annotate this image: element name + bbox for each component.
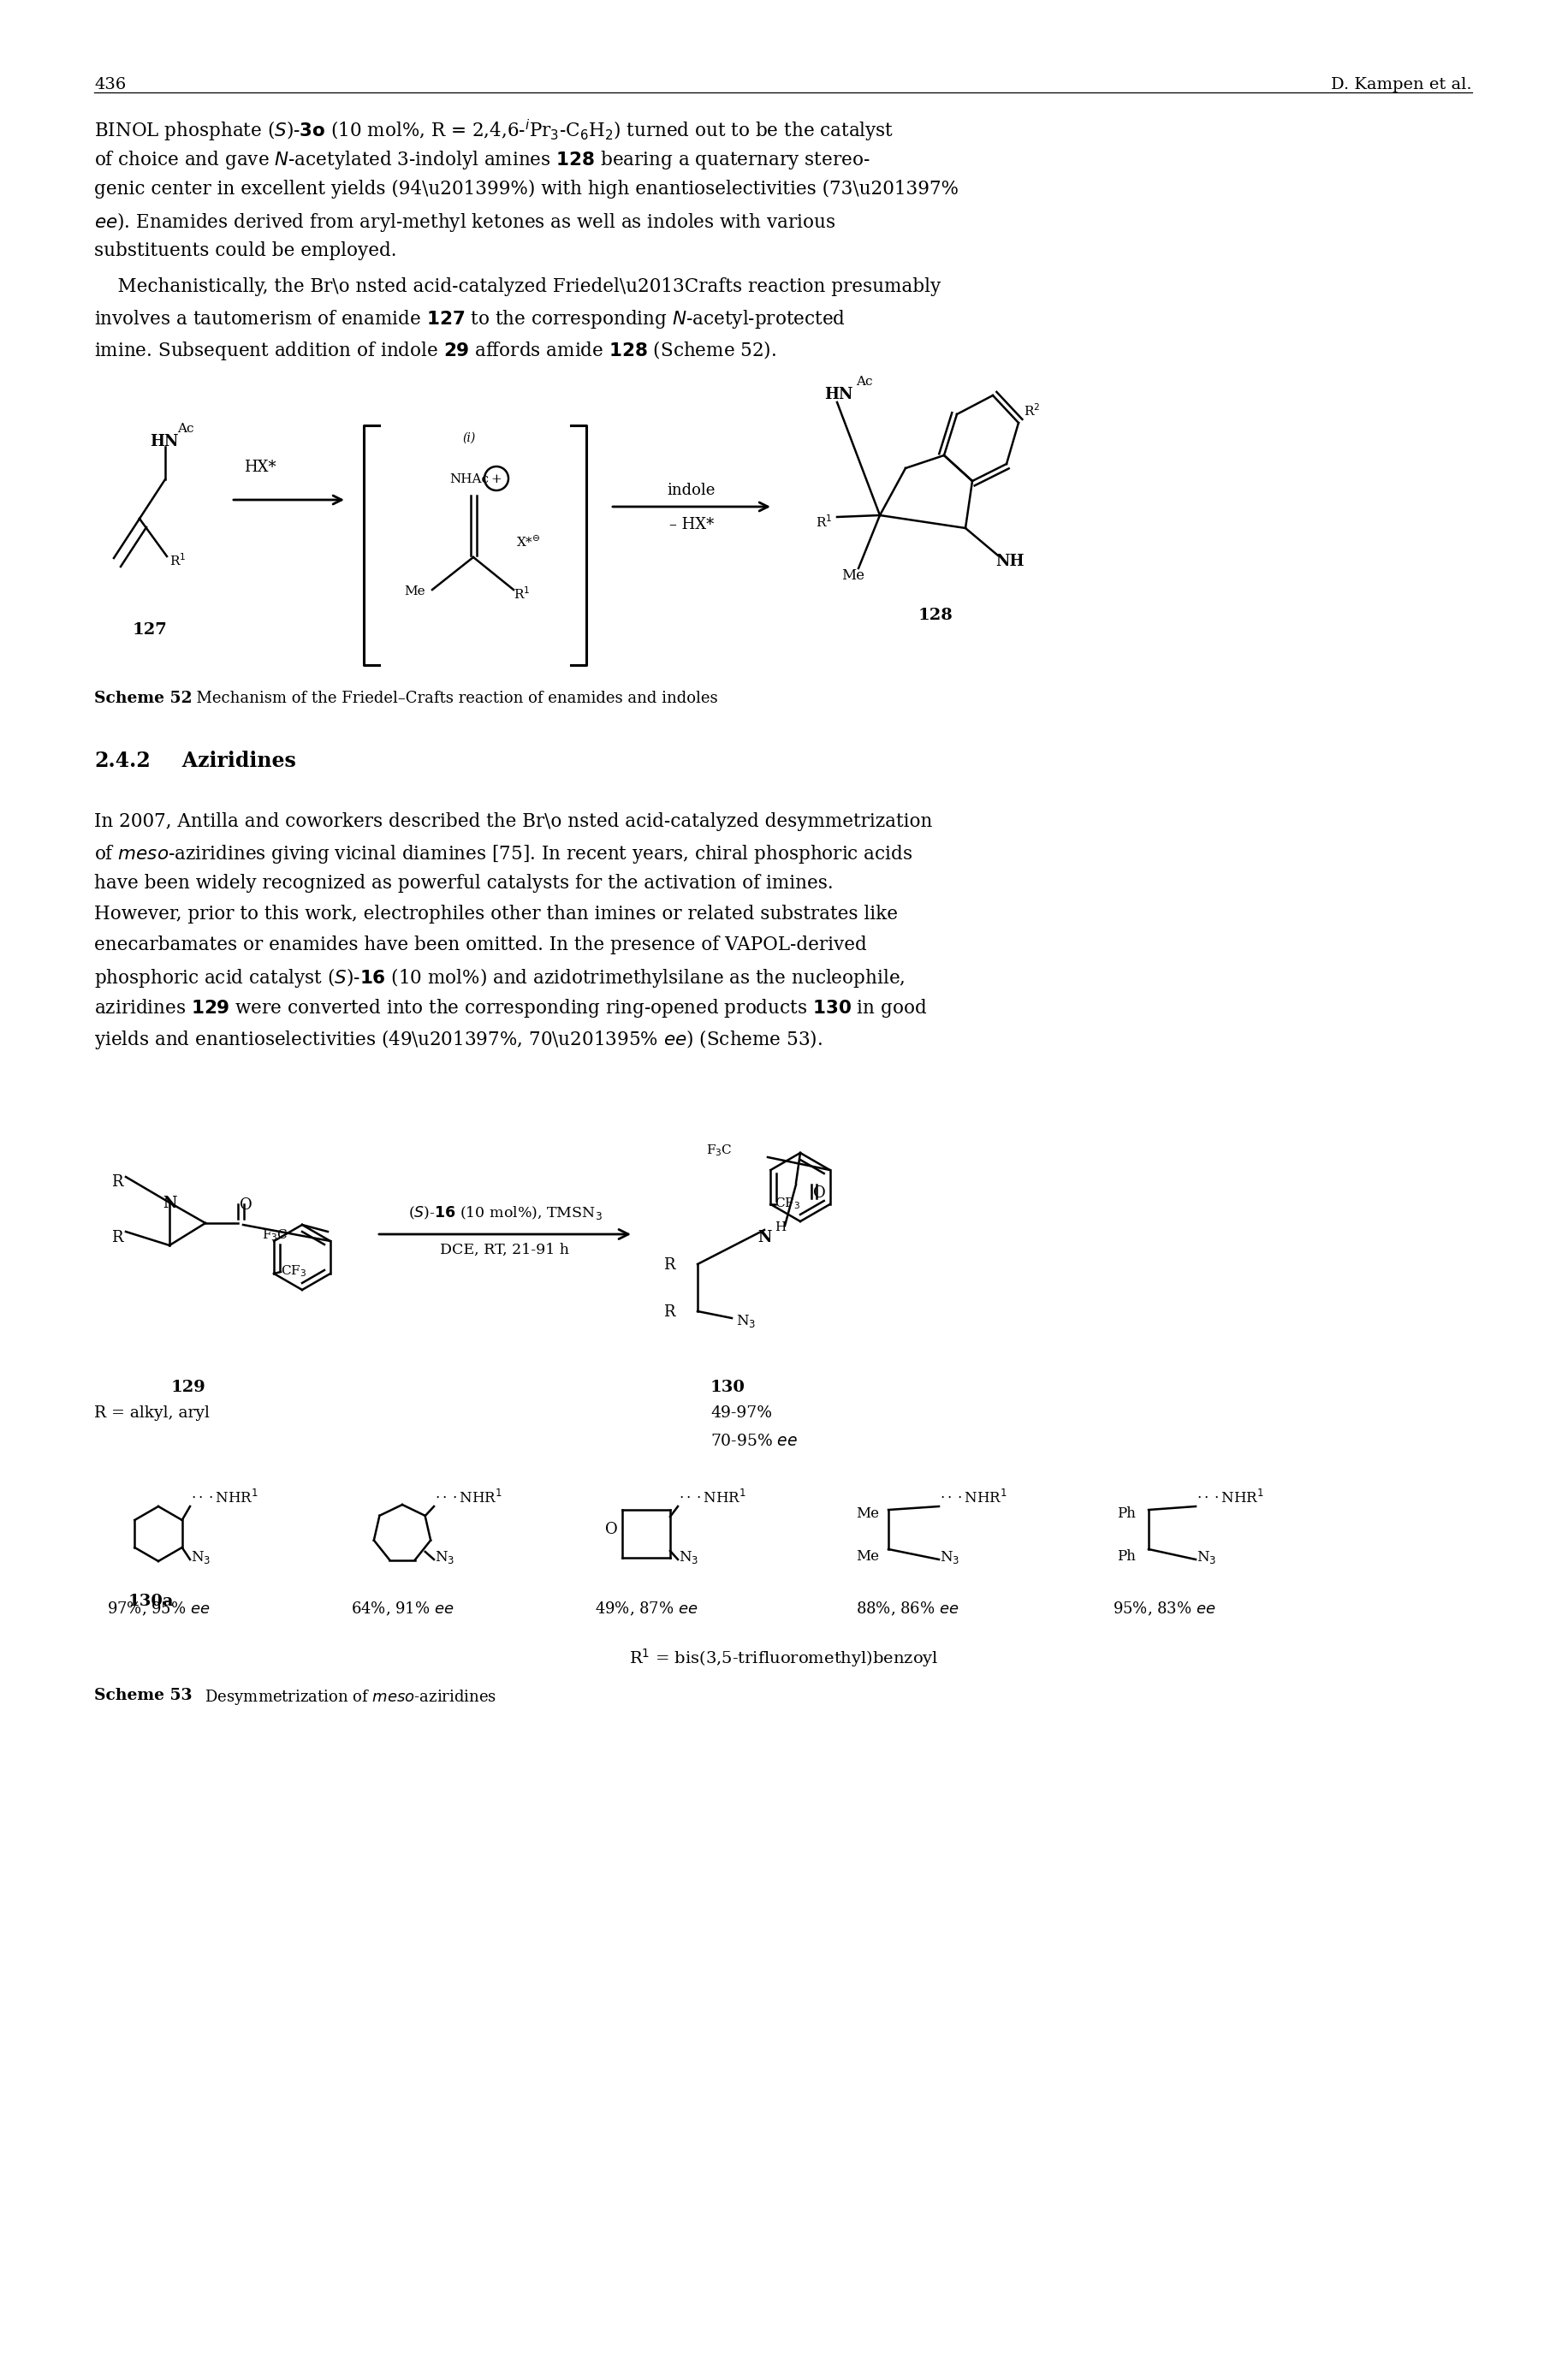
Text: have been widely recognized as powerful catalysts for the activation of imines.: have been widely recognized as powerful … (94, 874, 833, 893)
Text: CF$_3$: CF$_3$ (775, 1195, 800, 1212)
Text: O: O (605, 1521, 618, 1537)
Text: N$_3$: N$_3$ (679, 1549, 698, 1566)
Text: 49-97%: 49-97% (710, 1404, 771, 1421)
Text: 95%, 83% $\mathit{ee}$: 95%, 83% $\mathit{ee}$ (1112, 1601, 1215, 1618)
Text: CF$_3$: CF$_3$ (281, 1264, 307, 1278)
Text: Aziridines: Aziridines (162, 751, 296, 772)
Text: Me: Me (856, 1506, 878, 1521)
Text: Scheme 53: Scheme 53 (94, 1687, 193, 1704)
Text: O: O (812, 1186, 825, 1200)
Text: 130: 130 (710, 1380, 745, 1395)
Text: $\mathit{\cdot\cdot\cdot}$NHR$^1$: $\mathit{\cdot\cdot\cdot}$NHR$^1$ (939, 1490, 1007, 1506)
Text: Me: Me (856, 1549, 878, 1563)
Text: N$_3$: N$_3$ (939, 1549, 960, 1566)
Text: DCE, RT, 21-91 h: DCE, RT, 21-91 h (441, 1243, 569, 1257)
Text: Mechanism of the Friedel–Crafts reaction of enamides and indoles: Mechanism of the Friedel–Crafts reaction… (187, 691, 718, 706)
Text: 128: 128 (917, 608, 952, 623)
Text: Scheme 52: Scheme 52 (94, 691, 191, 706)
Text: Me: Me (405, 584, 425, 596)
Text: In 2007, Antilla and coworkers described the Br\o nsted acid-catalyzed desymmetr: In 2007, Antilla and coworkers described… (94, 813, 931, 832)
Text: Mechanistically, the Br\o nsted acid-catalyzed Friedel\u2013Crafts reaction pres: Mechanistically, the Br\o nsted acid-cat… (94, 278, 941, 297)
Text: $\mathit{\cdot\cdot\cdot}$NHR$^1$: $\mathit{\cdot\cdot\cdot}$NHR$^1$ (434, 1490, 502, 1506)
Text: Ph: Ph (1116, 1549, 1135, 1563)
Text: 2.4.2: 2.4.2 (94, 751, 151, 772)
Text: 436: 436 (94, 76, 125, 93)
Text: imine. Subsequent addition of indole $\mathbf{29}$ affords amide $\mathbf{128}$ : imine. Subsequent addition of indole $\m… (94, 340, 776, 361)
Text: 88%, 86% $\mathit{ee}$: 88%, 86% $\mathit{ee}$ (855, 1601, 958, 1618)
Text: R = alkyl, aryl: R = alkyl, aryl (94, 1404, 210, 1421)
Text: of $\mathit{meso}$-aziridines giving vicinal diamines [75]. In recent years, chi: of $\mathit{meso}$-aziridines giving vic… (94, 843, 913, 865)
Text: $\mathit{\cdot\cdot\cdot}$NHR$^1$: $\mathit{\cdot\cdot\cdot}$NHR$^1$ (679, 1490, 746, 1506)
Text: 70-95% $\mathit{ee}$: 70-95% $\mathit{ee}$ (710, 1433, 797, 1449)
Text: R$^2$: R$^2$ (1022, 402, 1040, 418)
Text: N$_3$: N$_3$ (434, 1549, 455, 1566)
Text: genic center in excellent yields (94\u201399%) with high enantioselectivities (7: genic center in excellent yields (94\u20… (94, 181, 958, 200)
Text: Desymmetrization of $\mathit{meso}$-aziridines: Desymmetrization of $\mathit{meso}$-azir… (194, 1687, 495, 1706)
Text: N$_3$: N$_3$ (191, 1549, 210, 1566)
Text: enecarbamates or enamides have been omitted. In the presence of VAPOL-derived: enecarbamates or enamides have been omit… (94, 936, 867, 955)
Text: of choice and gave $N$-acetylated 3-indolyl amines $\mathbf{128}$ bearing a quat: of choice and gave $N$-acetylated 3-indo… (94, 150, 870, 171)
Text: 127: 127 (132, 623, 168, 637)
Text: R: R (663, 1304, 674, 1319)
Text: H: H (775, 1221, 786, 1233)
Text: HX*: HX* (243, 459, 276, 475)
Text: N$_3$: N$_3$ (1196, 1549, 1215, 1566)
Text: Me: Me (840, 568, 864, 582)
Text: NH: NH (994, 554, 1024, 570)
Text: BINOL phosphate ($\mathit{S}$)-$\mathbf{3o}$ (10 mol%, R = 2,4,6-$^i$Pr$_3$-C$_6: BINOL phosphate ($\mathit{S}$)-$\mathbf{… (94, 119, 894, 145)
Text: R: R (663, 1257, 674, 1274)
Text: involves a tautomerism of enamide $\mathbf{127}$ to the corresponding $\mathit{N: involves a tautomerism of enamide $\math… (94, 309, 845, 330)
Text: NHAc: NHAc (448, 473, 489, 485)
Text: yields and enantioselectivities (49\u201397%, 70\u201395% $\mathit{ee}$) (Scheme: yields and enantioselectivities (49\u201… (94, 1029, 822, 1050)
Text: indole: indole (666, 482, 715, 499)
Text: 129: 129 (171, 1380, 205, 1395)
Text: aziridines $\mathbf{129}$ were converted into the corresponding ring-opened prod: aziridines $\mathbf{129}$ were converted… (94, 998, 927, 1019)
Text: N: N (757, 1231, 771, 1245)
Text: R$^1$: R$^1$ (815, 513, 831, 530)
Text: +: + (491, 473, 502, 485)
Text: R$^1$: R$^1$ (513, 584, 530, 601)
Text: 49%, 87% $\mathit{ee}$: 49%, 87% $\mathit{ee}$ (594, 1601, 698, 1618)
Text: (i): (i) (463, 432, 475, 444)
Text: X*$^{\ominus}$: X*$^{\ominus}$ (516, 535, 541, 549)
Text: However, prior to this work, electrophiles other than imines or related substrat: However, prior to this work, electrophil… (94, 905, 897, 924)
Text: – HX*: – HX* (670, 518, 713, 532)
Text: $\mathit{\cdot\cdot\cdot}$NHR$^1$: $\mathit{\cdot\cdot\cdot}$NHR$^1$ (1196, 1490, 1264, 1506)
Text: N: N (163, 1195, 177, 1212)
Text: N$_3$: N$_3$ (735, 1314, 756, 1328)
Text: D. Kampen et al.: D. Kampen et al. (1331, 76, 1471, 93)
Text: R$^1$ = bis(3,5-trifluoromethyl)benzoyl: R$^1$ = bis(3,5-trifluoromethyl)benzoyl (629, 1647, 938, 1668)
Text: Ph: Ph (1116, 1506, 1135, 1521)
Text: F$_3$C: F$_3$C (262, 1228, 289, 1243)
Text: HN: HN (823, 387, 853, 402)
Text: 97%, 95% $\mathit{ee}$: 97%, 95% $\mathit{ee}$ (107, 1601, 210, 1618)
Text: Ac: Ac (177, 423, 194, 435)
Text: R: R (111, 1231, 122, 1245)
Text: HN: HN (149, 435, 179, 449)
Text: $\mathit{\cdot\cdot\cdot}$NHR$^1$: $\mathit{\cdot\cdot\cdot}$NHR$^1$ (191, 1490, 259, 1506)
Text: phosphoric acid catalyst ($\mathit{S}$)-$\mathbf{16}$ (10 mol%) and azidotrimeth: phosphoric acid catalyst ($\mathit{S}$)-… (94, 967, 905, 988)
Text: substituents could be employed.: substituents could be employed. (94, 242, 397, 261)
Text: ($S$)-$\mathbf{16}$ (10 mol%), TMSN$_3$: ($S$)-$\mathbf{16}$ (10 mol%), TMSN$_3$ (408, 1205, 602, 1221)
Text: $\mathit{ee}$). Enamides derived from aryl-methyl ketones as well as indoles wit: $\mathit{ee}$). Enamides derived from ar… (94, 211, 836, 233)
Text: 64%, 91% $\mathit{ee}$: 64%, 91% $\mathit{ee}$ (351, 1601, 453, 1618)
Text: 130a: 130a (129, 1594, 174, 1609)
Text: R: R (111, 1174, 122, 1190)
Text: Ac: Ac (856, 375, 872, 387)
Text: F$_3$C: F$_3$C (706, 1143, 732, 1157)
Text: R$^1$: R$^1$ (169, 551, 187, 568)
Text: O: O (240, 1198, 252, 1212)
